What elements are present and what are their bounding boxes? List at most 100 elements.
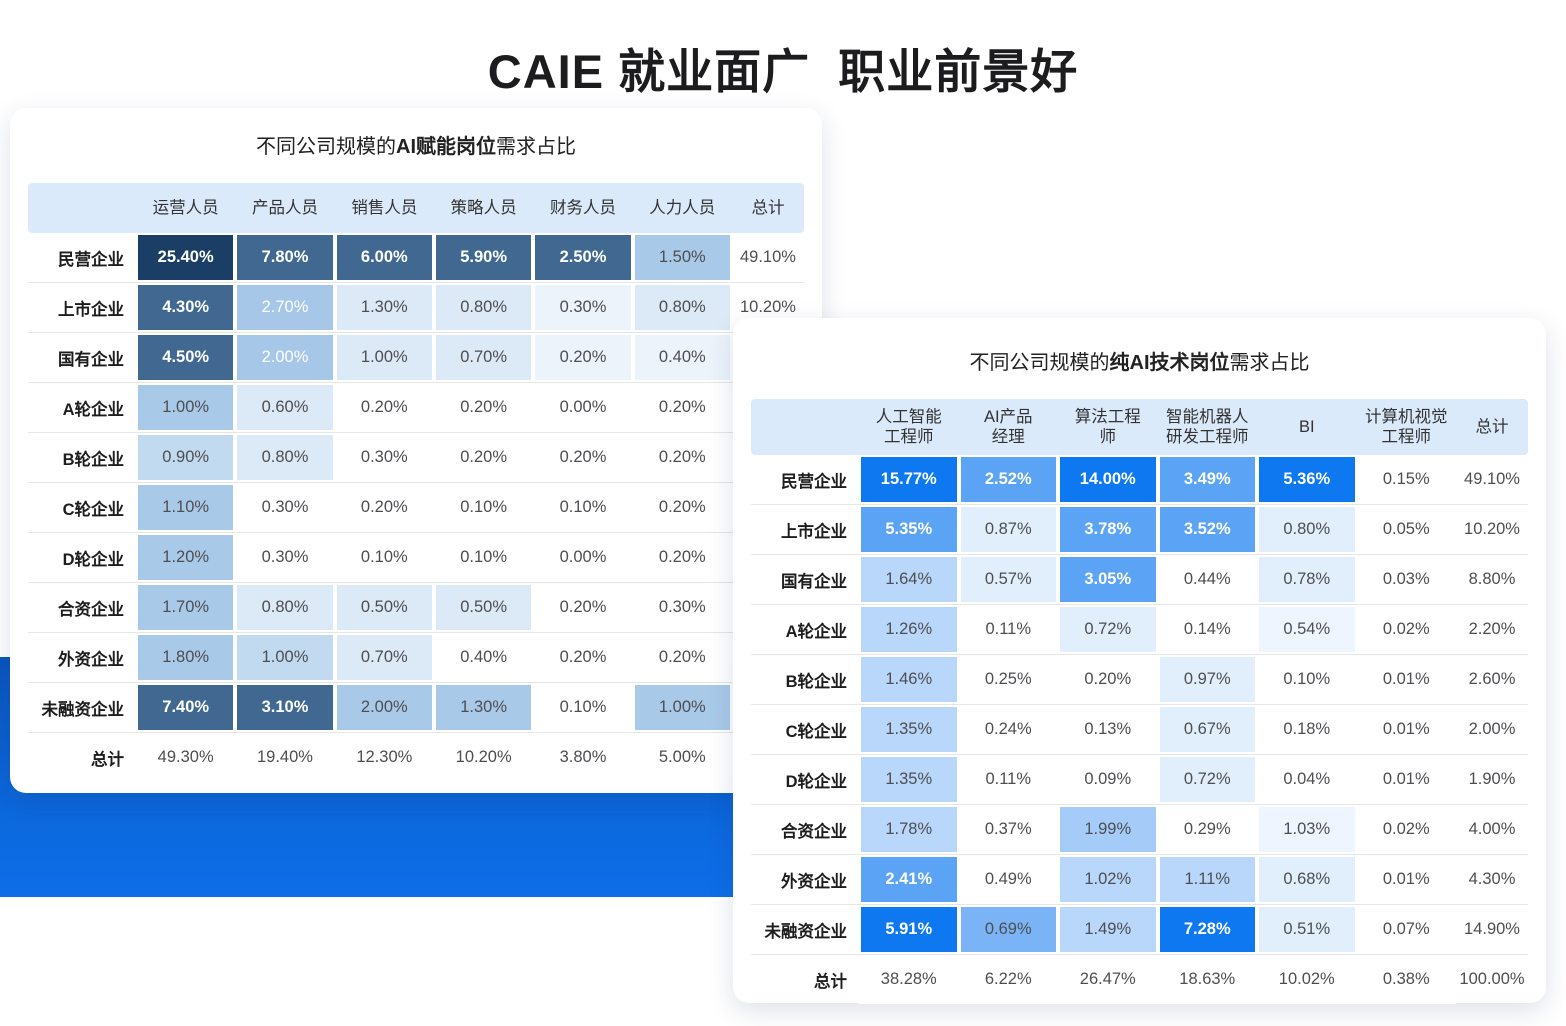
heatmap-cell: 100.00%: [1459, 970, 1525, 988]
heatmap-cell: 0.00%: [533, 383, 633, 432]
heatmap-cell: 0.30%: [334, 433, 434, 482]
heatmap-cell: 0.10%: [433, 483, 534, 532]
heatmap-cell: 1.99%: [1058, 805, 1158, 854]
heatmap-cell: 4.30%: [1468, 870, 1516, 888]
header-cells: 运营人员 产品人员 销售人员 策略人员 财务人员 人力人员: [136, 183, 804, 233]
row-cells: 1.26% 0.11% 0.72% 0.14% 0.54% 0.02% 2.20%: [859, 605, 1528, 654]
heatmap-cell: 1.26%: [859, 605, 959, 654]
heatmap-cell: 18.63%: [1157, 955, 1257, 1004]
table-title: 不同公司规模的纯AI技术岗位需求占比: [733, 346, 1546, 375]
heatmap-cell: 0.20%: [334, 383, 434, 432]
heatmap-cell: 10.02%: [1257, 955, 1357, 1004]
heatmap-cell: 0.15%: [1356, 455, 1456, 504]
heatmap-cell: 0.20%: [533, 633, 633, 682]
row-label: 未融资企业: [41, 700, 125, 719]
table-row: 总计 49.30%19.40%12.30%10.20%3.80%5.00%100…: [28, 732, 804, 782]
row-cells: 1.00%0.60%0.20%0.20%0.00%0.20%2.20%: [136, 383, 804, 432]
heatmap-cell: 6.22%: [958, 955, 1058, 1004]
heatmap-cell: 0.10%: [433, 533, 534, 582]
row-label: A轮企业: [62, 400, 124, 419]
column-header-line1: AI产品: [983, 407, 1033, 426]
heatmap-cell: 0.80%: [632, 283, 732, 332]
heatmap-cell: 2.60%: [1468, 670, 1516, 688]
table-row: 外资企业 1.80%1.00%0.70%0.40%0.20%0.20%4.30%: [28, 632, 804, 682]
row-label: D轮企业: [62, 550, 124, 569]
column-header: 销售人员: [335, 183, 434, 233]
heatmap-cell: 7.40%: [136, 683, 236, 732]
heatmap-cell: 2.00%: [334, 683, 434, 732]
heatmap-cell: 0.11%: [958, 755, 1058, 804]
column-header-line1: 人工智能: [875, 407, 942, 426]
table-row: B轮企业 0.90%0.80%0.30%0.20%0.20%0.20%2.60%: [28, 432, 804, 482]
row-cells: 4.30% 2.70% 1.30% 0.80% 0.30% 0.80% 10.20%: [136, 283, 804, 332]
heatmap-cell: 0.00%: [533, 533, 633, 582]
column-header-line1: BI: [1298, 417, 1315, 436]
column-header: 计算机视觉 工程师: [1357, 399, 1457, 455]
row-label: 民营企业: [781, 472, 847, 491]
heatmap-cell: 25.40%: [136, 233, 236, 282]
column-header: 人工智能 工程师: [859, 399, 959, 455]
row-cells: 1.78% 0.37% 1.99% 0.29% 1.03% 0.02% 4.00%: [859, 805, 1528, 854]
heatmap-cell: 6.00%: [334, 233, 434, 282]
heatmap-cell: 0.80%: [433, 283, 534, 332]
heatmap-cell: 3.52%: [1157, 505, 1257, 554]
heatmap-cell: 0.29%: [1157, 805, 1257, 854]
column-header-line2: 工程师: [884, 428, 934, 446]
heatmap-cell: 0.24%: [958, 705, 1058, 754]
heatmap-cell: 0.13%: [1058, 705, 1158, 754]
table-row: 民营企业 15.77% 2.52% 14.00% 3.49% 5.36% 0.15% 49.…: [751, 455, 1528, 504]
heatmap-cell: 3.10%: [235, 683, 335, 732]
row-cells: 5.91% 0.69% 1.49% 7.28% 0.51% 0.07% 14.90%: [859, 905, 1528, 954]
row-label: 合资企业: [58, 600, 124, 619]
header-row: 运营人员 产品人员 销售人员 策略人员 财务人员 人力人员: [28, 183, 804, 233]
heatmap-cell: 1.49%: [1058, 905, 1158, 954]
heatmap-cell: 1.02%: [1058, 855, 1158, 904]
title-bold: AI赋能岗位: [396, 136, 496, 158]
heatmap-cell: 19.40%: [235, 733, 335, 782]
heatmap-cell: 0.69%: [958, 905, 1058, 954]
row-label: C轮企业: [785, 722, 847, 741]
table-row: 未融资企业 5.91% 0.69% 1.49% 7.28% 0.51% 0.07% 14.9…: [751, 904, 1528, 954]
heatmap-cell: 0.90%: [136, 433, 236, 482]
heatmap-cell: 2.70%: [235, 283, 335, 332]
column-header-line1: 人力人员: [649, 198, 716, 217]
corner-cell: [28, 183, 136, 233]
page-title: CAIE 就业面广 职业前景好: [487, 45, 1079, 99]
title-bold: 纯AI技术岗位: [1109, 352, 1230, 374]
row-label: 合资企业: [781, 822, 847, 841]
heatmap-cell: 2.52%: [958, 455, 1058, 504]
row-cells: 1.35% 0.24% 0.13% 0.67% 0.18% 0.01% 2.00%: [859, 705, 1528, 754]
heatmap-cell: 0.78%: [1257, 555, 1357, 604]
heatmap-cell: 0.09%: [1058, 755, 1158, 804]
header-row: 人工智能 工程师 AI产品 经理 算法工程 师 智能机器人 研发工程师 BI 计…: [751, 399, 1528, 455]
table-row: 合资企业 1.78% 0.37% 1.99% 0.29% 1.03% 0.02% 4.00%: [751, 804, 1528, 854]
heatmap-cell: 8.80%: [1468, 570, 1516, 588]
row-cells: 1.80%1.00%0.70%0.40%0.20%0.20%4.30%: [136, 633, 804, 682]
heatmap-cell: 0.50%: [433, 583, 534, 632]
row-cells: 0.90%0.80%0.30%0.20%0.20%0.20%2.60%: [136, 433, 804, 482]
column-header-line1: 算法工程: [1074, 407, 1141, 426]
column-header-line2: 师: [1099, 428, 1117, 446]
table-body: 民营企业 15.77% 2.52% 14.00% 3.49% 5.36% 0.15% 49.…: [751, 455, 1528, 1004]
heatmap-cell: 5.36%: [1257, 455, 1357, 504]
heatmap-cell: 0.72%: [1058, 605, 1158, 654]
column-header-line1: 计算机视觉: [1365, 407, 1448, 426]
heatmap-cell: 0.01%: [1356, 855, 1456, 904]
heatmap-cell: 2.00%: [1468, 720, 1516, 738]
table-row: 外资企业 2.41% 0.49% 1.02% 1.11% 0.68% 0.01% 4.30%: [751, 854, 1528, 904]
column-header: 财务人员: [533, 183, 632, 233]
heatmap-cell: 4.30%: [136, 283, 236, 332]
heatmap-cell: 0.10%: [533, 483, 633, 532]
table-row: C轮企业 1.10%0.30%0.20%0.10%0.10%0.20%2.00%: [28, 482, 804, 532]
card-ai-enabled-positions: 不同公司规模的AI赋能岗位需求占比 运营人员 产品人员 销售人员 策略人员 财务…: [10, 108, 822, 793]
heatmap-cell: 0.02%: [1356, 605, 1456, 654]
heatmap-cell: 0.10%: [334, 533, 434, 582]
header-cells: 人工智能 工程师 AI产品 经理 算法工程 师 智能机器人 研发工程师 BI 计…: [859, 399, 1528, 455]
column-header: 产品人员: [235, 183, 334, 233]
heatmap-cell: 1.10%: [136, 483, 236, 532]
heatmap-cell: 0.20%: [632, 483, 732, 532]
heatmap-cell: 15.77%: [859, 455, 959, 504]
heatmap-cell: 0.05%: [1356, 505, 1456, 554]
column-header-line1: 运营人员: [152, 198, 219, 217]
row-label: B轮企业: [785, 672, 847, 691]
